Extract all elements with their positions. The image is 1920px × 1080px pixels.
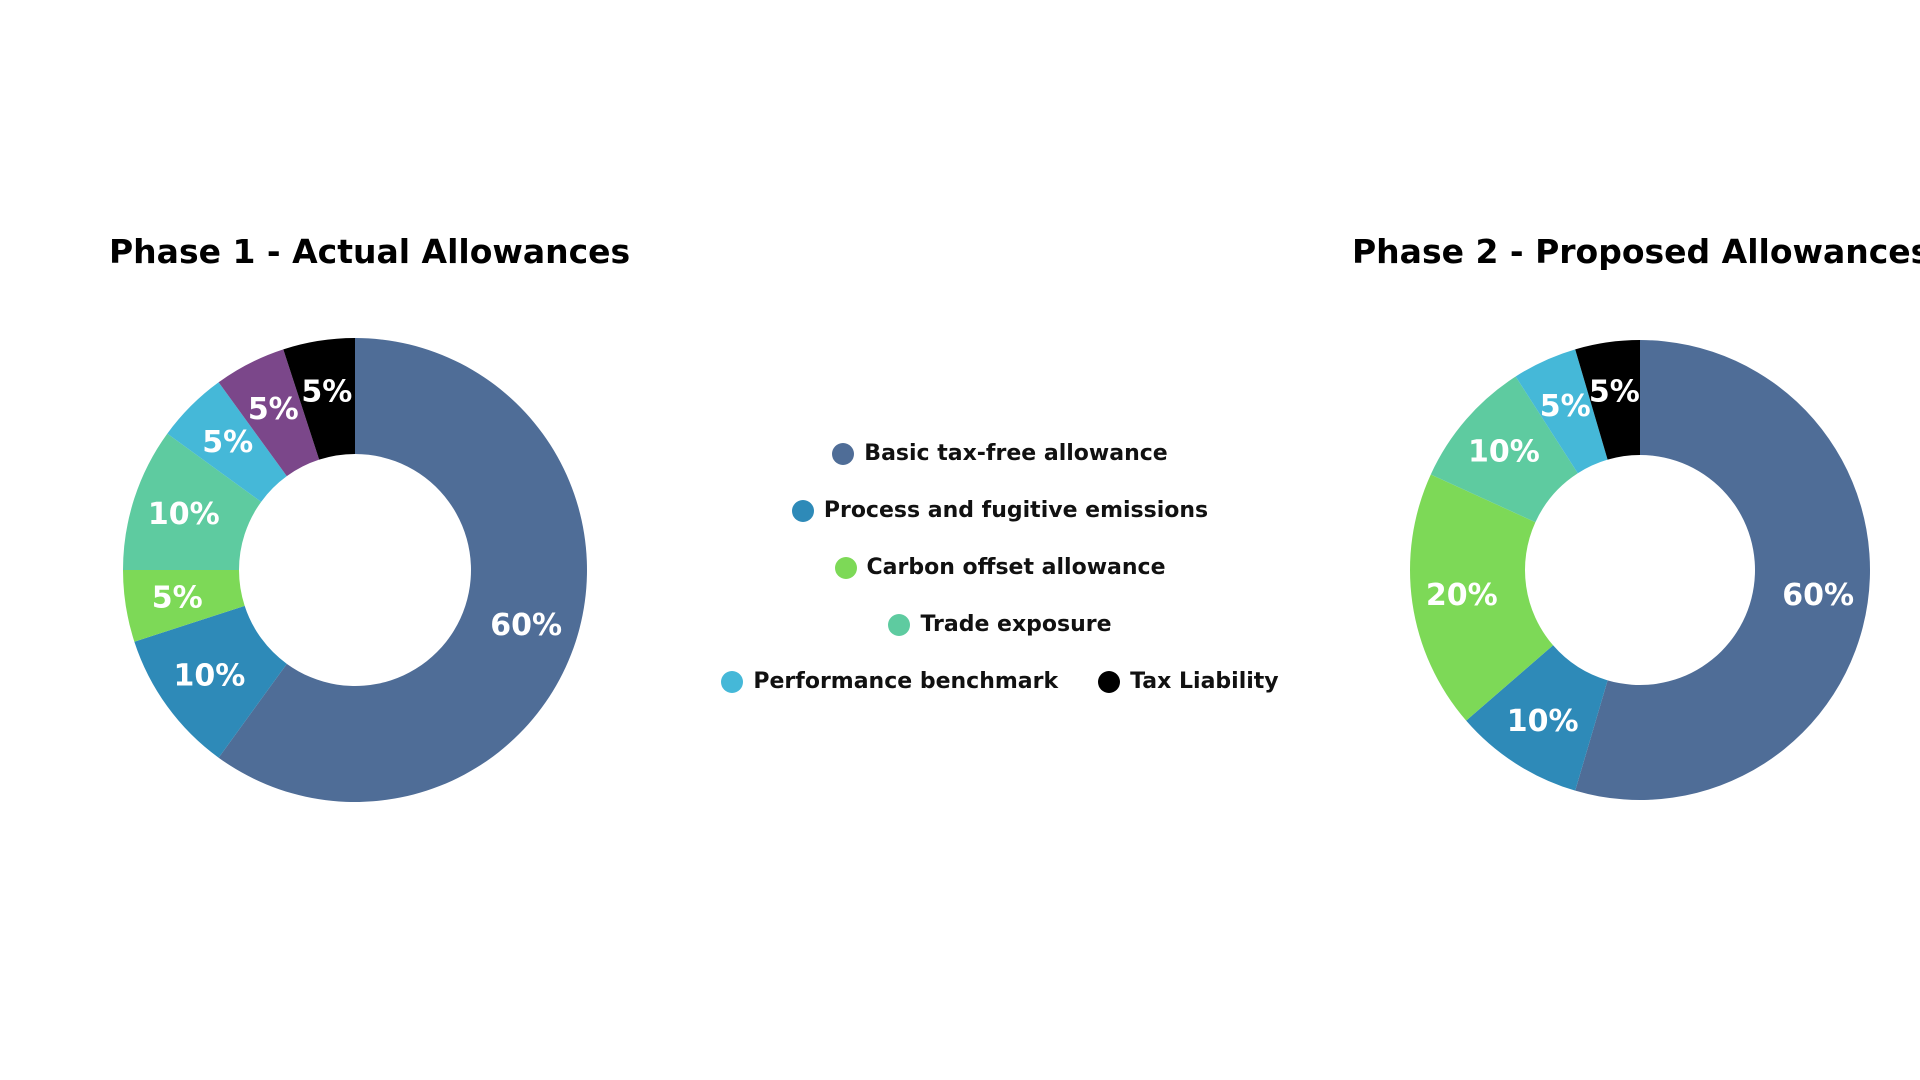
data-label-process-and-fugitive-emissions: 10% bbox=[173, 658, 245, 693]
data-label-carbon-offset-allowance: 20% bbox=[1426, 578, 1498, 613]
legend-row: Basic tax-free allowance bbox=[700, 425, 1300, 482]
slice-basic-tax-free-allowance bbox=[1575, 340, 1870, 800]
legend-row: Carbon offset allowance bbox=[700, 539, 1300, 596]
chart-title-phase-2: Phase 2 - Proposed Allowances bbox=[1352, 232, 1920, 271]
legend-item-tax-liability: Tax Liability bbox=[1098, 669, 1279, 694]
slice-carbon-offset-allowance bbox=[1410, 474, 1554, 721]
legend-item-trade-exposure: Trade exposure bbox=[888, 612, 1112, 637]
data-label-basic-tax-free-allowance: 60% bbox=[1782, 578, 1854, 613]
legend-label: Process and fugitive emissions bbox=[823, 498, 1209, 523]
legend-item-basic-tax-free-allowance: Basic tax-free allowance bbox=[832, 441, 1168, 466]
data-label-performance-benchmark: 5% bbox=[1540, 389, 1591, 424]
slice-tax-liability bbox=[1575, 340, 1640, 460]
slice-performance-benchmark bbox=[1515, 349, 1608, 474]
data-label-basic-tax-free-allowance: 60% bbox=[490, 608, 562, 643]
legend-swatch bbox=[834, 556, 857, 579]
legend-item-performance-benchmark: Performance benchmark bbox=[721, 669, 1058, 694]
legend-swatch bbox=[791, 499, 814, 522]
data-label-tax-liability: 5% bbox=[1589, 374, 1640, 409]
legend: Basic tax-free allowance Process and fugi… bbox=[700, 425, 1300, 710]
legend-label: Tax Liability bbox=[1130, 669, 1279, 694]
legend-swatch bbox=[1098, 670, 1121, 693]
donut-chart-phase-2: 60%10%20%10%5%5% bbox=[1410, 340, 1870, 800]
donut-chart-phase-1: 60%10%5%10%5%5% 5% bbox=[123, 338, 587, 802]
data-label-other: 5% bbox=[248, 392, 299, 427]
slice-tax-liability bbox=[283, 338, 355, 460]
legend-swatch bbox=[888, 613, 911, 636]
legend-label: Performance benchmark bbox=[753, 669, 1059, 694]
data-label-trade-exposure: 10% bbox=[148, 497, 220, 532]
legend-label: Trade exposure bbox=[920, 612, 1112, 637]
data-label-trade-exposure: 10% bbox=[1468, 435, 1540, 470]
legend-swatch bbox=[832, 442, 855, 465]
legend-row: Performance benchmark Tax Liability bbox=[700, 653, 1300, 710]
data-label-carbon-offset-allowance: 5% bbox=[152, 581, 203, 616]
legend-swatch bbox=[721, 670, 744, 693]
chart-title-phase-1: Phase 1 - Actual Allowances bbox=[109, 232, 631, 271]
legend-row: Process and fugitive emissions bbox=[700, 482, 1300, 539]
legend-item-process-and-fugitive-emissions: Process and fugitive emissions bbox=[791, 498, 1209, 523]
legend-label: Basic tax-free allowance bbox=[864, 441, 1168, 466]
slice-carbon-offset-allowance bbox=[123, 570, 245, 642]
slice-process-and-fugitive-emissions bbox=[134, 605, 287, 758]
data-label-tax-liability: 5% bbox=[301, 375, 352, 410]
legend-row: Trade exposure bbox=[700, 596, 1300, 653]
slice-trade-exposure bbox=[1430, 376, 1578, 523]
slice-performance-benchmark bbox=[167, 382, 287, 502]
slice-other bbox=[218, 349, 320, 477]
slice-basic-tax-free-allowance bbox=[218, 338, 587, 802]
slice-process-and-fugitive-emissions bbox=[1466, 645, 1608, 791]
data-label-process-and-fugitive-emissions: 10% bbox=[1507, 704, 1579, 739]
legend-item-carbon-offset-allowance: Carbon offset allowance bbox=[834, 555, 1166, 580]
legend-label: Carbon offset allowance bbox=[866, 555, 1166, 580]
slice-trade-exposure bbox=[123, 433, 262, 570]
data-label-performance-benchmark: 5% bbox=[202, 425, 253, 460]
